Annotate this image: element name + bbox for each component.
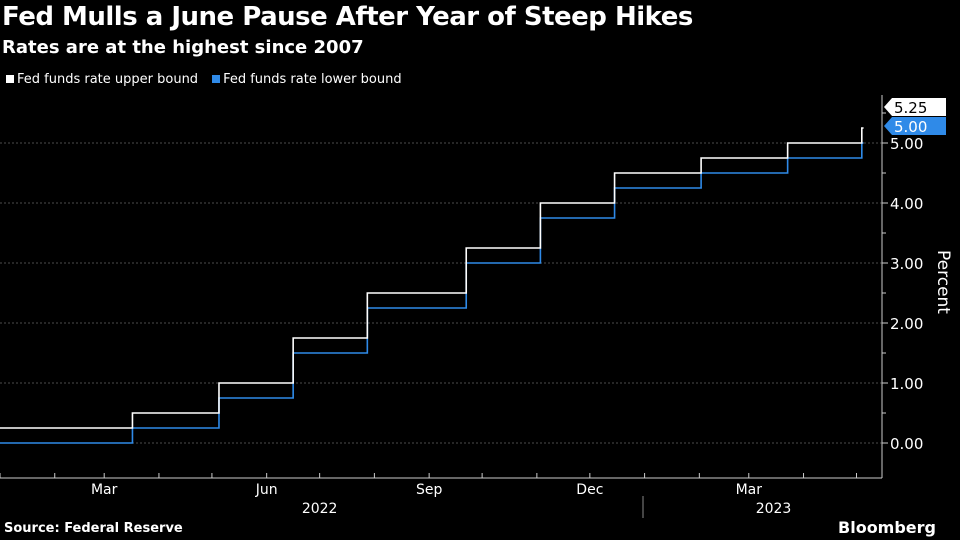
x-tick-label: Jun — [255, 482, 278, 498]
y-tick-label: 2.00 — [890, 315, 923, 333]
x-tick-label: Mar — [736, 482, 763, 498]
y-tick-label: 5.00 — [890, 135, 923, 153]
y-tick-label: 1.00 — [890, 375, 923, 393]
x-tick-label: Sep — [416, 482, 443, 498]
end-label-box-upper — [884, 98, 946, 116]
x-year-label: 2023 — [756, 501, 792, 517]
chart-title: Fed Mulls a June Pause After Year of Ste… — [2, 2, 693, 32]
y-tick-label: 0.00 — [890, 435, 923, 453]
legend: Fed funds rate upper bound Fed funds rat… — [6, 72, 402, 87]
bloomberg-logo: Bloomberg — [838, 518, 936, 537]
x-year-label: 2022 — [302, 501, 338, 517]
legend-label-upper: Fed funds rate upper bound — [17, 72, 199, 87]
source-note: Source: Federal Reserve — [4, 521, 183, 536]
y-tick-label: 3.00 — [890, 255, 923, 273]
series-line-upper — [0, 127, 864, 429]
legend-swatch-lower — [212, 75, 221, 83]
legend-item-lower: Fed funds rate lower bound — [212, 72, 402, 87]
end-label-lower: 5.00 — [894, 118, 927, 136]
legend-item-upper: Fed funds rate upper bound — [6, 72, 198, 87]
x-tick-label: Mar — [91, 482, 118, 498]
chart-subtitle: Rates are at the highest since 2007 — [2, 37, 364, 58]
end-label-upper: 5.25 — [894, 99, 927, 117]
legend-swatch-upper — [6, 75, 14, 83]
y-tick-label: 4.00 — [890, 195, 923, 213]
x-tick-label: Dec — [576, 482, 603, 498]
legend-label-lower: Fed funds rate lower bound — [223, 72, 402, 87]
end-label-box-lower — [884, 117, 946, 135]
y-axis-label: Percent — [933, 250, 953, 314]
